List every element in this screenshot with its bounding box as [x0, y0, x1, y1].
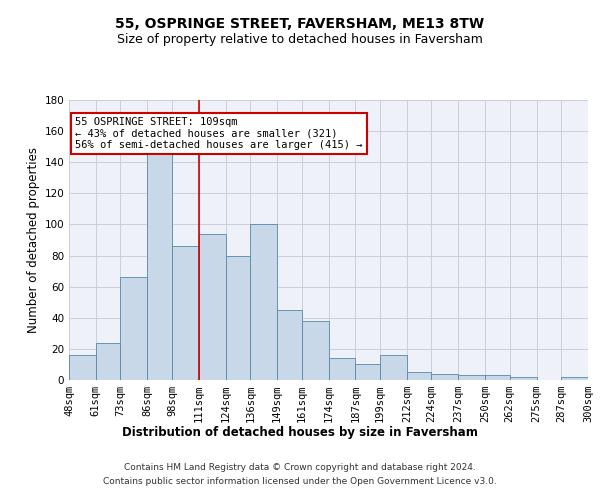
Bar: [510, 377, 536, 380]
Y-axis label: Number of detached properties: Number of detached properties: [27, 147, 40, 333]
Bar: [355, 364, 380, 380]
Bar: [96, 342, 121, 380]
Text: Size of property relative to detached houses in Faversham: Size of property relative to detached ho…: [117, 32, 483, 46]
Bar: [458, 376, 485, 380]
Text: Distribution of detached houses by size in Faversham: Distribution of detached houses by size …: [122, 426, 478, 439]
Text: Contains public sector information licensed under the Open Government Licence v3: Contains public sector information licen…: [103, 476, 497, 486]
Bar: [485, 376, 510, 380]
Text: Contains HM Land Registry data © Crown copyright and database right 2024.: Contains HM Land Registry data © Crown c…: [124, 463, 476, 472]
Bar: [172, 246, 199, 380]
Bar: [431, 374, 458, 380]
Bar: [250, 224, 277, 380]
Bar: [121, 278, 147, 380]
Bar: [329, 358, 355, 380]
Text: 55 OSPRINGE STREET: 109sqm
← 43% of detached houses are smaller (321)
56% of sem: 55 OSPRINGE STREET: 109sqm ← 43% of deta…: [75, 117, 362, 150]
Bar: [407, 372, 431, 380]
Bar: [199, 234, 226, 380]
Text: 55, OSPRINGE STREET, FAVERSHAM, ME13 8TW: 55, OSPRINGE STREET, FAVERSHAM, ME13 8TW: [115, 18, 485, 32]
Bar: [277, 310, 302, 380]
Bar: [380, 355, 407, 380]
Bar: [69, 355, 96, 380]
Bar: [147, 153, 172, 380]
Bar: [561, 377, 588, 380]
Bar: [226, 256, 250, 380]
Bar: [302, 321, 329, 380]
